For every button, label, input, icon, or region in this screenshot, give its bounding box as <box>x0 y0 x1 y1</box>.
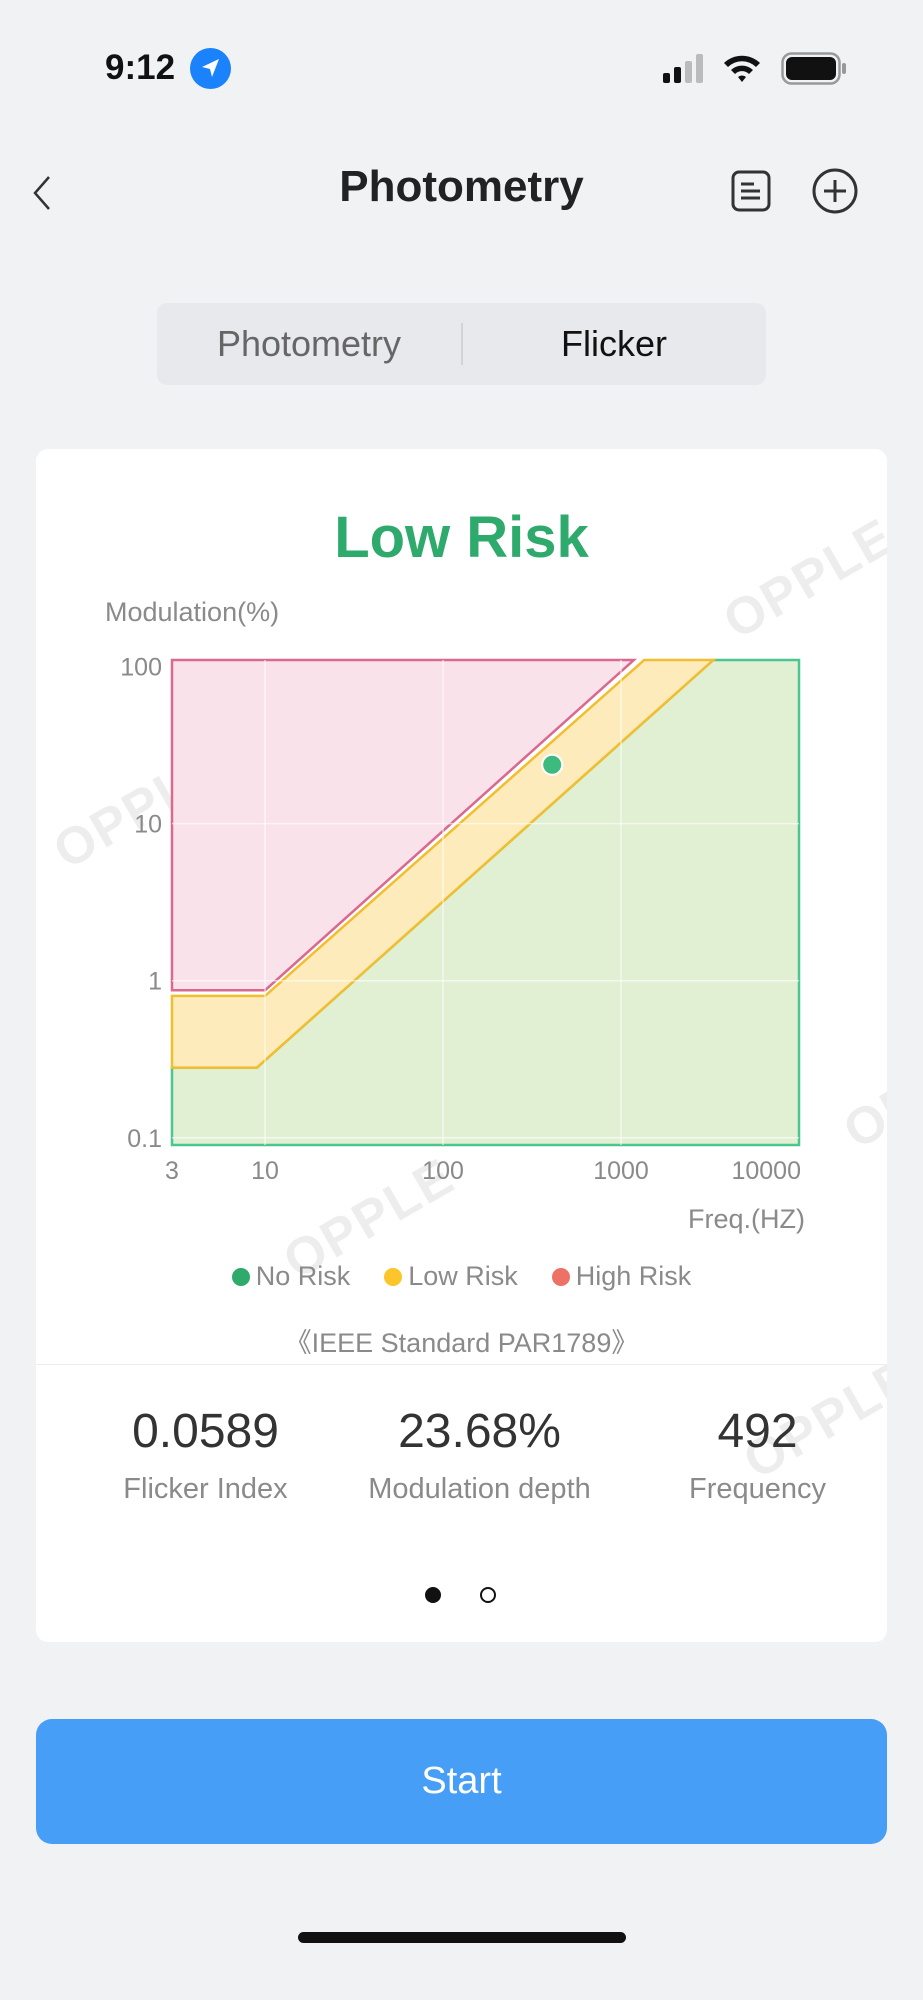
page-indicator-active[interactable] <box>425 1587 441 1603</box>
x-tick-label: 3 <box>165 1157 179 1185</box>
y-tick-label: 10 <box>134 811 162 839</box>
measurement-point <box>541 753 564 776</box>
tab-flicker[interactable]: Flicker <box>561 323 667 364</box>
chevron-left-icon <box>33 176 50 210</box>
x-tick-label: 10000 <box>731 1157 801 1185</box>
metric-flicker-index: 0.0589 Flicker Index <box>64 1404 347 1506</box>
standard-reference: 《IEEE Standard PAR1789》 <box>284 1328 639 1358</box>
back-button[interactable] <box>30 175 54 216</box>
metric-value: 492 <box>717 1405 798 1458</box>
legend-dot <box>231 1268 250 1286</box>
divider <box>36 1364 887 1365</box>
risk-level-title: Low Risk <box>334 505 589 570</box>
wifi-icon <box>722 52 762 89</box>
battery-icon <box>781 52 847 91</box>
plus-circle-icon <box>812 168 858 214</box>
tab-divider <box>461 323 463 365</box>
metric-label: Flicker Index <box>123 1473 288 1505</box>
legend-dot <box>551 1268 570 1286</box>
report-button[interactable] <box>730 169 772 218</box>
legend-dot <box>384 1268 403 1286</box>
x-tick-label: 1000 <box>593 1157 649 1185</box>
start-button[interactable]: Start <box>36 1719 887 1844</box>
tab-photometry[interactable]: Photometry <box>216 323 402 364</box>
metric-value: 0.0589 <box>132 1405 279 1458</box>
metric-modulation-depth: 23.68% Modulation depth <box>338 1404 621 1506</box>
flicker-risk-chart: 3 10 100 1000 10000 0.1 1 10 100 <box>120 654 801 1185</box>
legend-no-risk: No Risk <box>231 1261 351 1292</box>
legend-high-risk: High Risk <box>551 1261 692 1292</box>
page-title: Photometry <box>339 162 584 211</box>
document-list-icon <box>731 170 771 212</box>
metric-label: Modulation depth <box>368 1473 591 1505</box>
x-tick-label: 100 <box>422 1157 464 1185</box>
x-axis-label: Freq.(HZ) <box>688 1204 805 1234</box>
legend-low-risk: Low Risk <box>384 1261 518 1292</box>
home-indicator <box>298 1932 626 1943</box>
chart-legend: No Risk Low Risk High Risk <box>36 1261 887 1292</box>
x-tick-label: 10 <box>251 1157 279 1185</box>
cellular-signal-icon <box>663 54 709 89</box>
metric-frequency: 492 Frequency <box>616 1404 887 1506</box>
flicker-card: OPPLE OPPLE OPPLE OPPLE OPPLE Low Risk M… <box>36 449 887 1642</box>
location-arrow-icon <box>190 48 231 89</box>
legend-label: High Risk <box>575 1261 692 1291</box>
y-tick-label: 100 <box>120 654 162 682</box>
page-indicator[interactable] <box>480 1587 496 1603</box>
y-tick-label: 0.1 <box>127 1125 162 1153</box>
legend-label: Low Risk <box>408 1261 518 1291</box>
add-button[interactable] <box>811 167 859 220</box>
metric-label: Frequency <box>688 1473 826 1505</box>
y-tick-label: 1 <box>148 968 162 996</box>
segmented-tabs: Photometry Flicker <box>157 303 766 385</box>
y-axis-label: Modulation(%) <box>105 597 280 627</box>
status-time: 9:12 <box>105 48 176 87</box>
legend-label: No Risk <box>255 1261 351 1291</box>
metric-value: 23.68% <box>398 1405 561 1458</box>
